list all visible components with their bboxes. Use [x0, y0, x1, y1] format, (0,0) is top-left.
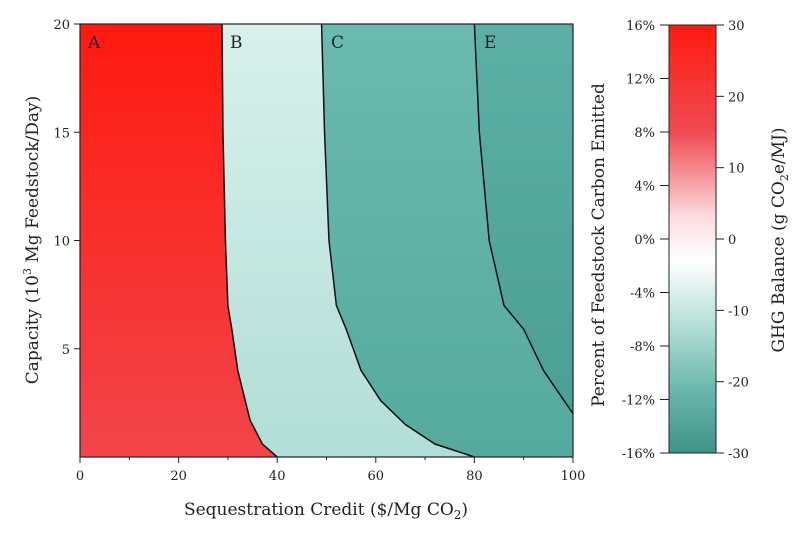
boundary-line-2	[320, 23, 475, 458]
x-tick-label: 40	[269, 469, 286, 484]
region-c	[321, 24, 573, 457]
boundary-line-1	[221, 23, 278, 458]
y-tick-label: 15	[53, 126, 70, 141]
boundary-line-3	[473, 23, 574, 415]
colorbar-right-tick-label: 10	[728, 162, 745, 177]
colorbar-right-tick-label: -20	[728, 376, 749, 391]
region-label-b: B	[230, 33, 243, 53]
x-tick-label: 0	[76, 469, 84, 484]
colorbar-left-label: Percent of Feedstock Carbon Emitted	[589, 83, 609, 407]
colorbar-ticks: 16% 12% 8% 4% 0% -4% -8% -12% -16% 30 20 10 0 -10 -20 -…	[622, 19, 749, 462]
y-tick-label: 5	[62, 343, 70, 358]
plot-area: 0 20 40 60 80 100 5 10 15 20	[53, 18, 585, 484]
colorbar	[668, 24, 717, 454]
colorbar-left-tick-label: 4%	[634, 180, 655, 195]
colorbar-left-tick-label: 12%	[626, 73, 655, 88]
colorbar-left-tick-label: -12%	[622, 394, 655, 409]
colorbar-left-tick-label: 16%	[626, 19, 655, 34]
region-a	[80, 24, 278, 457]
colorbar-right-tick-label: -30	[728, 447, 749, 462]
x-tick-label: 60	[368, 469, 385, 484]
x-axis-label: Sequestration Credit ($/Mg CO2)	[184, 500, 468, 522]
colorbar-left-tick-label: -16%	[622, 447, 655, 462]
y-tick-label: 20	[53, 18, 70, 33]
region-b	[221, 24, 475, 457]
colorbar-left-tick-label: -4%	[630, 287, 655, 302]
colorbar-right-tick-label: 0	[728, 233, 736, 248]
y-tick-label: 10	[53, 235, 70, 250]
region-label-a: A	[87, 33, 101, 53]
colorbar-left-tick-label: -8%	[630, 340, 655, 355]
colorbar-right-tick-label: 20	[728, 90, 745, 105]
colorbar-left-tick-label: 0%	[634, 233, 655, 248]
x-tick-label: 80	[466, 469, 483, 484]
y-axis-label: Capacity (103 Mg Feedstock/Day)	[21, 96, 43, 385]
region-label-c: C	[331, 33, 344, 53]
colorbar-left-tick-label: 8%	[634, 126, 655, 141]
region-e	[474, 24, 573, 414]
colorbar-right-tick-label: -10	[728, 304, 749, 319]
x-tick-label: 100	[561, 469, 586, 484]
colorbar-right-label: GHG Balance (g CO2e/MJ)	[769, 127, 791, 352]
x-tick-label: 20	[170, 469, 187, 484]
colorbar-right-tick-label: 30	[728, 19, 745, 34]
region-label-e: E	[484, 33, 496, 53]
